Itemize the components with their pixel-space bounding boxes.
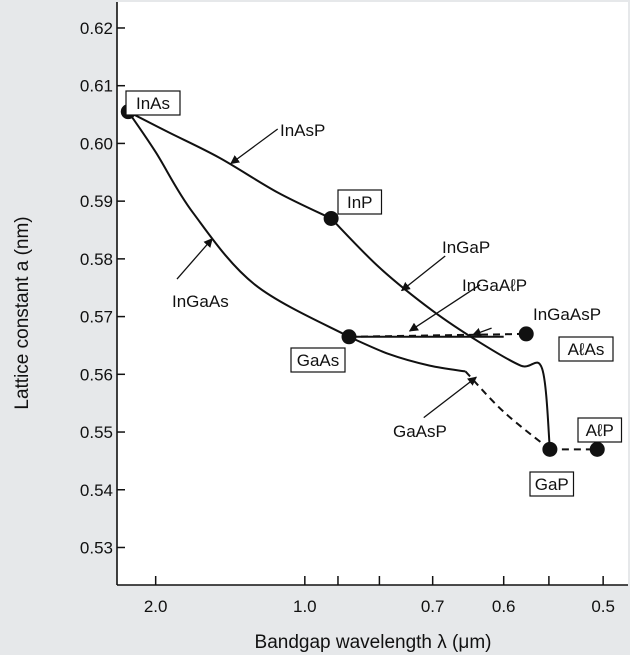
label-box [577,417,623,443]
annotation-arrow-ingap [400,255,446,292]
label-text: GaP [535,475,569,494]
y-tick-label: 0.54 [80,481,113,500]
annotation-ingaasp: InGaAsP [533,305,601,324]
annotation-gaasp: GaAsP [393,422,447,441]
x-axis-label: Bandgap wavelength λ (μm) [255,632,492,653]
point-gap [542,441,558,457]
compound-labels: InAs InP GaAs AℓAs GaP AℓP [125,90,623,497]
label-text: InP [347,193,373,212]
y-tick-label: 0.56 [80,365,113,384]
x-tick-label: 0.7 [421,597,445,616]
label-inas: InAs [125,90,181,116]
label-box [558,336,614,362]
y-tick-label: 0.61 [80,77,113,96]
annotation-arrow-ingaa-p [408,284,481,332]
x-tick-label: 1.0 [293,597,317,616]
annotation-inasp: InAsP [280,121,325,140]
y-tick-label: 0.59 [80,192,113,211]
label-text: AℓP [586,421,614,440]
y-tick-label: 0.55 [80,423,113,442]
curve-annotations: InAsP InGaAs InGaP InGaAℓP InGaAsP GaAsP [172,121,601,441]
annotation-arrow-ingaas [176,237,213,280]
series-gaas-gaasp-segment [348,335,466,373]
label-box [290,347,346,373]
annotation-arrow-ingaasp [471,327,492,337]
x-ticks: 2.0 1.0 0.7 0.6 0.5 [144,576,615,616]
label-gap: GaP [529,471,575,497]
series-inasp [127,110,332,220]
annotation-arrow-gaasp [423,376,478,419]
annotation-ingaas: InGaAs [172,292,229,311]
series-ingap [330,217,551,450]
x-tick-label: 2.0 [144,597,168,616]
y-tick-label: 0.57 [80,308,113,327]
y-axis-label: Lattice constant a (nm) [12,216,33,409]
label-text: AℓAs [568,340,605,359]
x-tick-label: 0.5 [591,597,615,616]
annotation-arrow-inasp [230,128,279,165]
label-text: GaAs [297,351,340,370]
y-tick-label: 0.62 [80,19,113,38]
y-tick-label: 0.58 [80,250,113,269]
y-tick-label: 0.53 [80,538,113,557]
point-a-as [518,326,534,342]
point-gaas [341,329,357,345]
label-box [529,471,575,497]
series-ingaasp [348,332,527,338]
series-ingaas [127,111,350,338]
label-box [337,189,383,215]
label-gaas: GaAs [290,347,346,373]
point-a-p [589,441,605,457]
annotation-ingap: InGaP [442,238,490,257]
label-inp: InP [337,189,383,215]
y-ticks: 0.53 0.54 0.55 0.56 0.57 0.58 0.59 0.60 0.61 0.62 [80,19,125,557]
annotation-ingaa-p: InGaAℓP [462,276,527,295]
label-a-p: AℓP [577,417,623,443]
label-text: InAs [136,94,170,113]
y-tick-label: 0.60 [80,134,113,153]
x-tick-label: 0.6 [492,597,516,616]
point-inp [323,210,339,226]
label-box [125,90,181,116]
label-a-as: AℓAs [558,336,614,362]
